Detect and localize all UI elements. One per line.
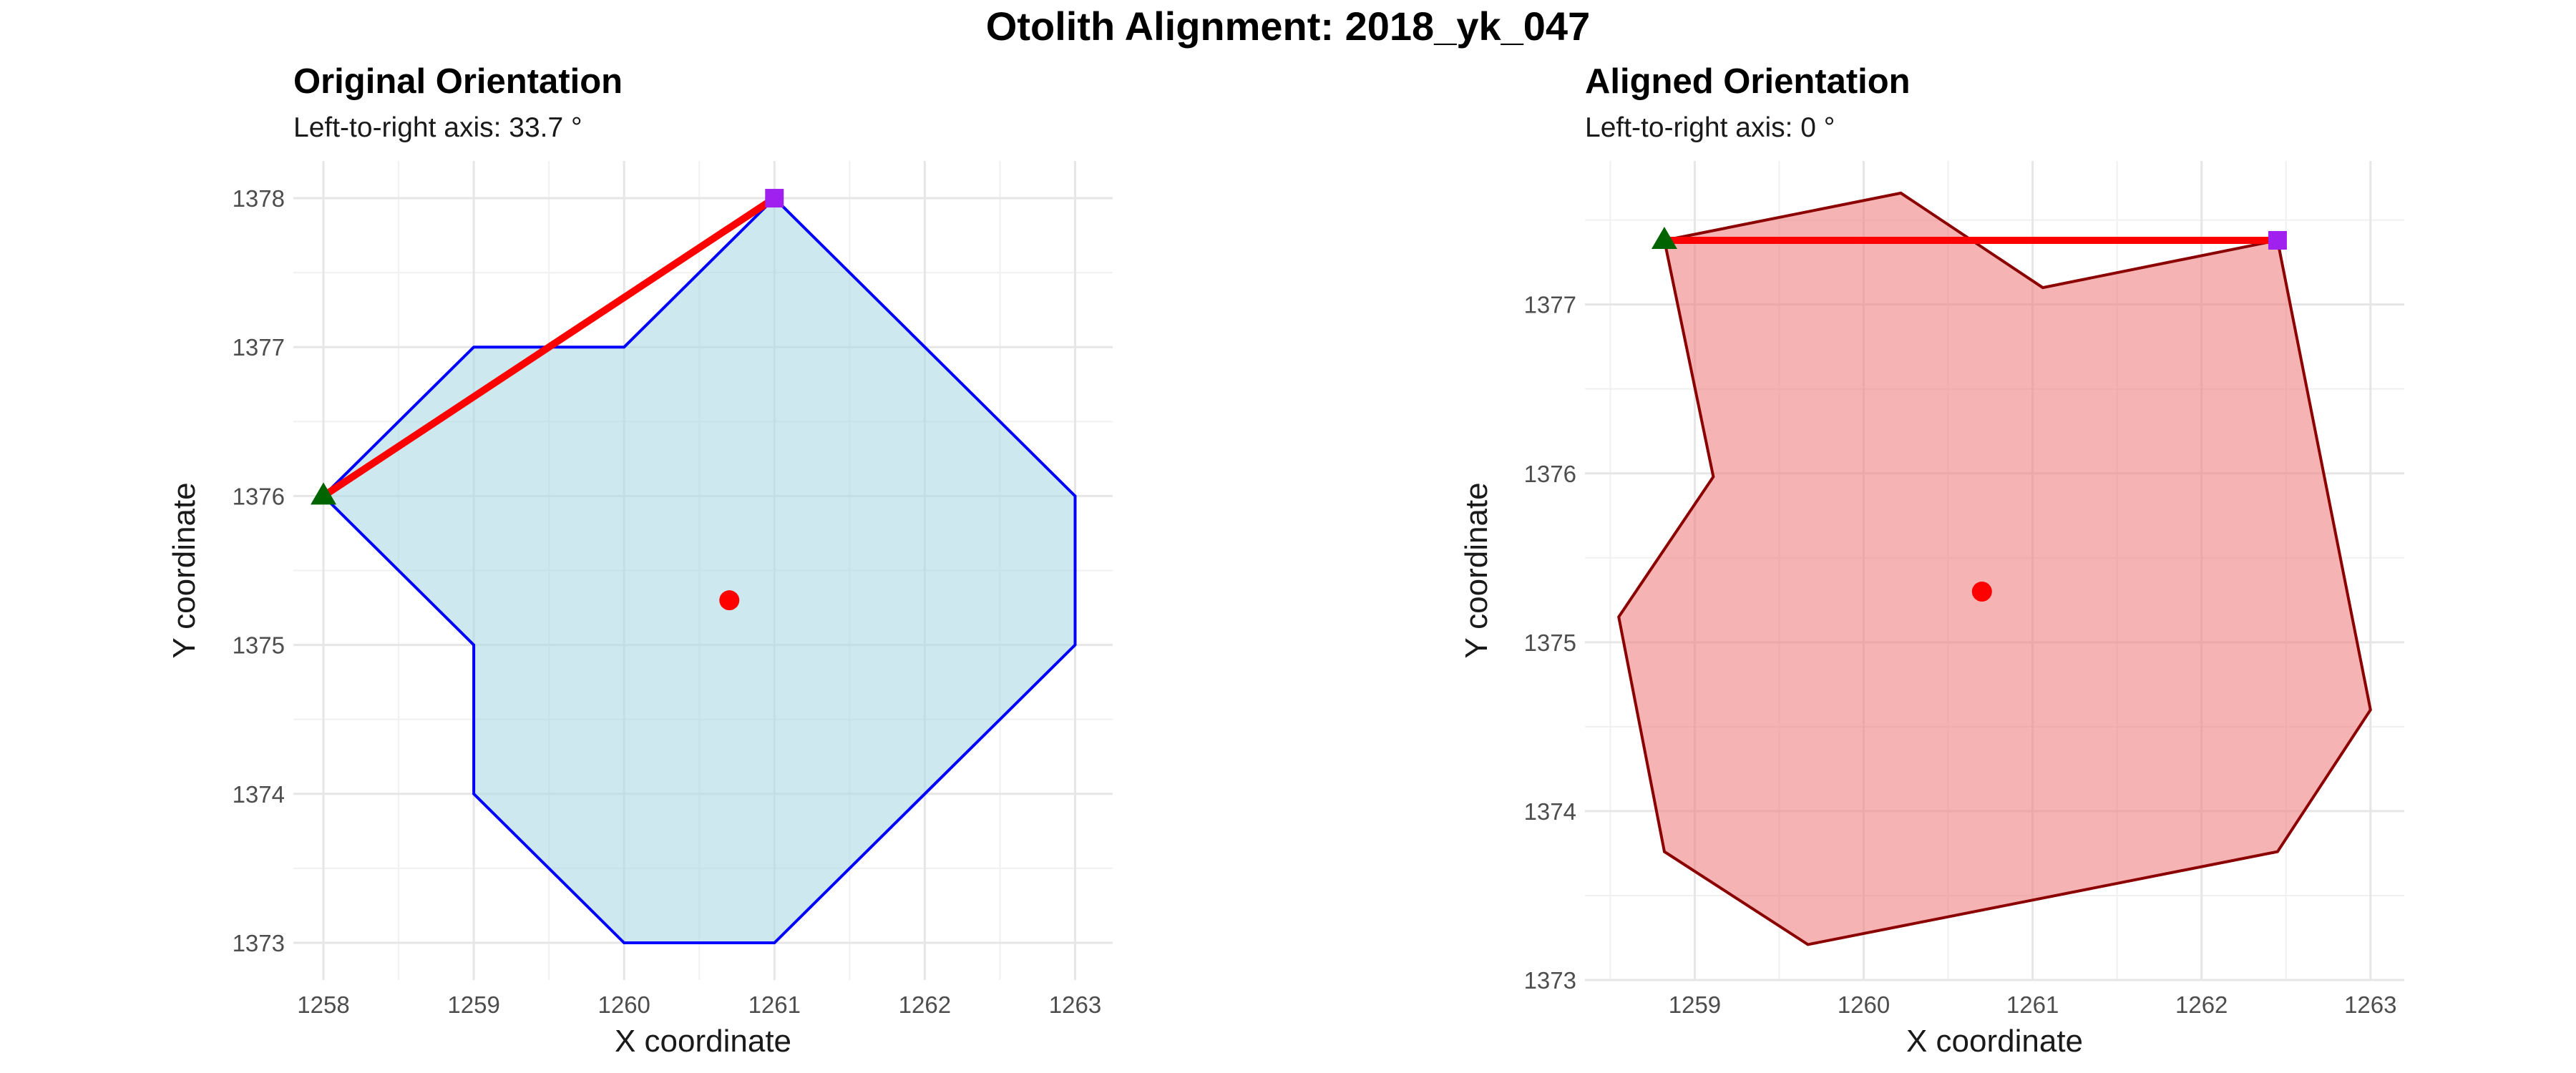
- y-tick-label: 1374: [233, 781, 285, 808]
- end-point-marker: [2268, 230, 2287, 250]
- x-tick-label: 1258: [297, 991, 349, 1018]
- otolith-outline: [1617, 191, 2372, 946]
- otolith-outline: [321, 196, 1077, 944]
- x-axis-title: X coordinate: [615, 1024, 791, 1059]
- y-tick-label: 1378: [233, 185, 285, 212]
- y-tick-label: 1377: [233, 334, 285, 361]
- panel-title: Aligned Orientation: [1585, 62, 1911, 101]
- y-axis-title: Y coordinate: [1459, 482, 1494, 658]
- y-tick-label: 1375: [1524, 629, 1576, 656]
- y-tick-label: 1373: [233, 930, 285, 956]
- y-tick-label: 1375: [233, 632, 285, 659]
- centroid-point: [719, 590, 740, 611]
- y-tick-label: 1373: [1524, 967, 1576, 994]
- axis-line: [321, 195, 777, 499]
- x-tick-label: 1262: [899, 991, 951, 1018]
- x-tick-label: 1261: [748, 991, 801, 1018]
- x-tick-label: 1263: [2344, 991, 2396, 1018]
- x-tick-label: 1262: [2175, 991, 2228, 1018]
- y-tick-label: 1377: [1524, 292, 1576, 318]
- y-tick-label: 1374: [1524, 798, 1576, 825]
- y-axis-title: Y coordinate: [167, 482, 202, 658]
- y-tick-label: 1376: [233, 483, 285, 509]
- x-tick-label: 1260: [597, 991, 650, 1018]
- centroid-point: [1971, 582, 1992, 602]
- panel-subtitle: Left-to-right axis: 0 °: [1585, 112, 1835, 143]
- start-point-marker: [1651, 226, 1677, 249]
- figure-title: Otolith Alignment: 2018_yk_047: [986, 4, 1590, 49]
- panel-title: Original Orientation: [293, 62, 623, 101]
- x-tick-label: 1261: [2006, 991, 2059, 1018]
- start-point-marker: [311, 482, 337, 505]
- y-tick-label: 1376: [1524, 461, 1576, 487]
- x-tick-label: 1259: [447, 991, 499, 1018]
- x-tick-label: 1259: [1669, 991, 1721, 1018]
- panel-aligned: Aligned Orientation Left-to-right axis: 0…: [1459, 62, 2404, 1059]
- end-point-marker: [765, 189, 784, 208]
- x-axis-title: X coordinate: [1906, 1024, 2083, 1059]
- x-tick-label: 1263: [1049, 991, 1101, 1018]
- panel-subtitle: Left-to-right axis: 33.7 °: [293, 112, 582, 143]
- panel-original: Original Orientation Left-to-right axis: …: [167, 62, 1113, 1059]
- x-tick-label: 1260: [1838, 991, 1890, 1018]
